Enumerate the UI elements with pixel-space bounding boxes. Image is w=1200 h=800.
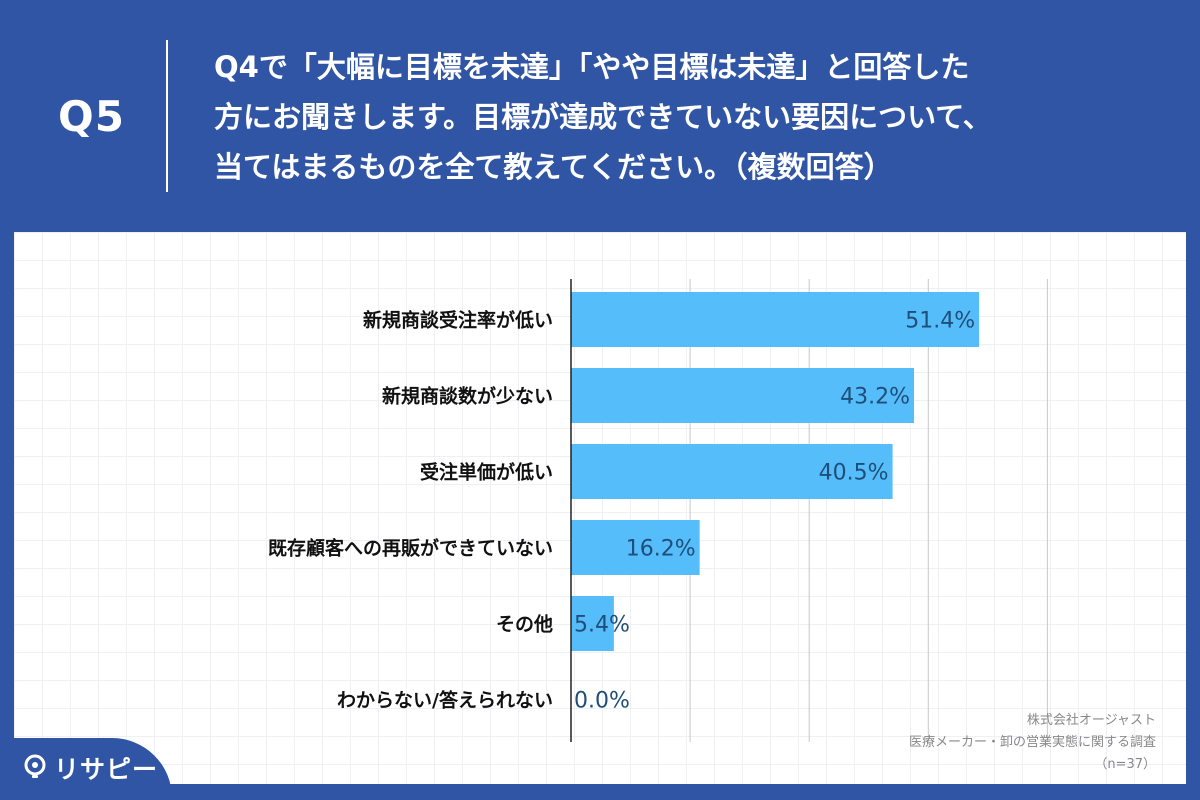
sample-size: （n=37）	[1094, 757, 1156, 772]
category-label: 既存顧客への再販ができていない	[268, 537, 553, 560]
question-text: Q4で「大幅に目標を未達」「やや目標は未達」と回答した 方にお聞きします。目標が…	[214, 50, 992, 184]
bar-layer	[571, 292, 980, 651]
bar	[571, 520, 700, 575]
bar-value-label: 16.2%	[626, 537, 696, 562]
logo-tab	[0, 738, 172, 800]
bar-chart: 51.4% 新規商談受注率が低い 43.2% 新規商談数が少ない 40.5% 受注単価が低…	[268, 279, 1048, 742]
bar	[571, 596, 614, 651]
category-label: 新規商談数が少ない	[382, 385, 553, 408]
header: Q5 Q4で「大幅に目標を未達」「やや目標は未達」と回答した 方にお聞きします。…	[0, 0, 1200, 232]
grid-layer	[689, 279, 1048, 742]
bar-value-label: 5.4%	[574, 613, 630, 638]
category-label: わからない/答えられない	[337, 689, 553, 712]
category-label: 新規商談受注率が低い	[363, 309, 553, 332]
header-divider	[166, 40, 168, 192]
bar-value-label: 51.4%	[905, 309, 975, 334]
bar-value-label: 0.0%	[574, 689, 630, 714]
category-label: 受注単価が低い	[420, 461, 553, 484]
survey-title: 医療メーカー・卸の営業実態に関する調査	[908, 735, 1156, 750]
bar	[571, 292, 980, 347]
question-number: Q5	[58, 92, 125, 141]
chart-panel: 51.4% 新規商談受注率が低い 43.2% 新規商談数が少ない 40.5% 受注単価が低…	[14, 232, 1186, 784]
logo-text: リサピー	[54, 755, 159, 784]
bar-value-label: 43.2%	[840, 385, 910, 410]
lightbulb-icon	[24, 754, 46, 778]
bar-value-label: 40.5%	[819, 461, 889, 486]
source-note: 株式会社オージャスト 医療メーカー・卸の営業実態に関する調査 （n=37）	[909, 710, 1156, 776]
category-label: その他	[496, 613, 553, 636]
bar	[571, 444, 893, 499]
bar	[571, 368, 915, 423]
label-layer: 51.4% 新規商談受注率が低い 43.2% 新規商談数が少ない 40.5% 受注単価が低…	[268, 279, 975, 742]
company-name: 株式会社オージャスト	[1026, 713, 1156, 728]
